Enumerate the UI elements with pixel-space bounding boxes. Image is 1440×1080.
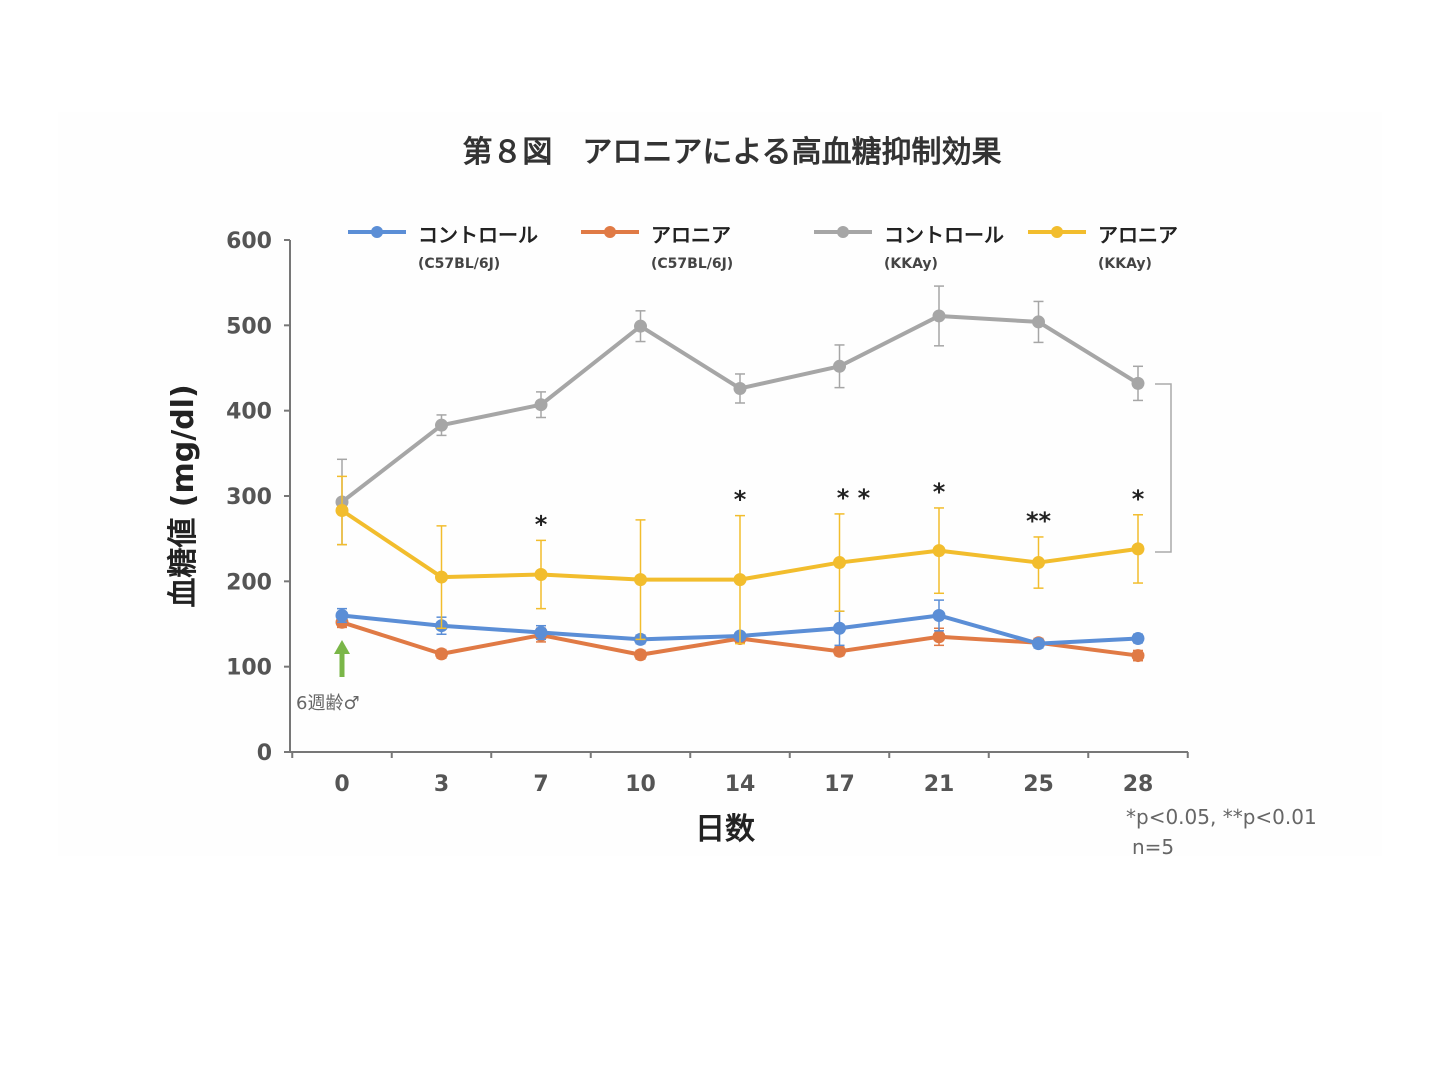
figure-panel: 第８図 アロニアによる高血糖抑制効果 コントロール (C57BL/6J) アロニア (… (58, 112, 1382, 856)
legend-marker (837, 226, 849, 238)
legend-series-strain: (C57BL/6J) (651, 256, 733, 272)
data-point (733, 573, 747, 587)
x-tick-label: 3 (434, 772, 449, 797)
significance-marker: ** (1026, 507, 1052, 535)
significance-marker: * (734, 486, 747, 514)
x-tick-label: 10 (625, 772, 656, 797)
series-layer (335, 285, 1145, 663)
x-tick-label: 7 (533, 772, 548, 797)
legend-marker (604, 226, 616, 238)
data-point (833, 621, 846, 635)
legend-series-strain: (C57BL/6J) (418, 256, 500, 272)
data-point (932, 544, 946, 558)
y-tick-label: 600 (226, 229, 272, 254)
x-tick-label: 0 (334, 772, 349, 797)
data-point (534, 568, 548, 582)
data-point (1131, 632, 1145, 646)
significance-marker: * (933, 478, 946, 506)
series-3 (335, 475, 1145, 645)
series-line (340, 313, 1140, 504)
data-point (534, 626, 548, 640)
data-point (435, 647, 448, 661)
data-point (335, 608, 349, 622)
legend-series-name: アロニア (1098, 223, 1178, 247)
legend-series-name: アロニア (651, 223, 731, 247)
x-axis-label: 日数 (695, 812, 756, 847)
data-point (1032, 556, 1045, 570)
x-axis-ticks: 0 3 7 10 14 17 21 25 28 (291, 752, 1189, 797)
y-axis-ticks: 0 100 200 300 400 500 600 (226, 229, 290, 766)
y-tick-label: 300 (226, 485, 272, 510)
data-point (733, 381, 747, 395)
significance-marker: * (535, 510, 548, 538)
significance-bracket (1155, 383, 1172, 553)
significance-marker: * * (837, 484, 871, 512)
data-point (833, 556, 846, 570)
legend: コントロール (C57BL/6J) アロニア (C57BL/6J) コントロール (KKA… (348, 223, 1178, 272)
start-arrow-icon (334, 640, 350, 654)
legend-series-strain: (KKAy) (884, 256, 938, 272)
legend-series-name: コントロール (418, 223, 538, 247)
y-tick-label: 0 (257, 741, 272, 766)
blood-glucose-line-chart: 第８図 アロニアによる高血糖抑制効果 コントロール (C57BL/6J) アロニア (… (166, 135, 1317, 856)
x-tick-label: 21 (924, 772, 955, 797)
data-point (435, 570, 448, 584)
start-marker: 6週齢♂ (296, 640, 360, 714)
start-marker-label: 6週齢♂ (296, 693, 360, 714)
y-tick-label: 500 (226, 314, 272, 339)
legend-series-name: コントロール (884, 223, 1004, 247)
y-tick-label: 400 (226, 400, 272, 425)
data-point (1131, 542, 1145, 556)
data-point (932, 630, 946, 644)
data-point (435, 418, 448, 432)
data-point (634, 319, 647, 333)
legend-marker (1051, 226, 1063, 238)
data-point (634, 648, 647, 662)
data-point (1032, 637, 1045, 651)
data-point (534, 398, 548, 412)
data-point (1032, 315, 1045, 329)
data-point (1131, 376, 1145, 390)
data-point (833, 359, 846, 373)
data-point (335, 504, 349, 518)
data-point (932, 608, 946, 622)
sample-size-note: n=5 (1132, 835, 1174, 856)
series-2 (335, 285, 1145, 546)
legend-marker (371, 226, 383, 238)
data-point (833, 644, 846, 658)
pvalue-note: *p<0.05, **p<0.01 (1126, 805, 1317, 829)
legend-series-strain: (KKAy) (1098, 256, 1152, 272)
significance-markers: ** * * **** (535, 478, 1145, 538)
y-tick-label: 100 (226, 656, 272, 681)
chart-title: 第８図 アロニアによる高血糖抑制効果 (462, 135, 1001, 170)
data-point (634, 573, 647, 587)
x-tick-label: 17 (824, 772, 855, 797)
y-tick-label: 200 (226, 570, 272, 595)
x-tick-label: 28 (1123, 772, 1154, 797)
x-tick-label: 25 (1023, 772, 1054, 797)
significance-marker: * (1132, 485, 1145, 513)
y-axis-label: 血糖値 (mg/dl) (166, 384, 201, 607)
x-tick-label: 14 (725, 772, 756, 797)
data-point (1131, 649, 1145, 663)
data-point (932, 309, 946, 323)
